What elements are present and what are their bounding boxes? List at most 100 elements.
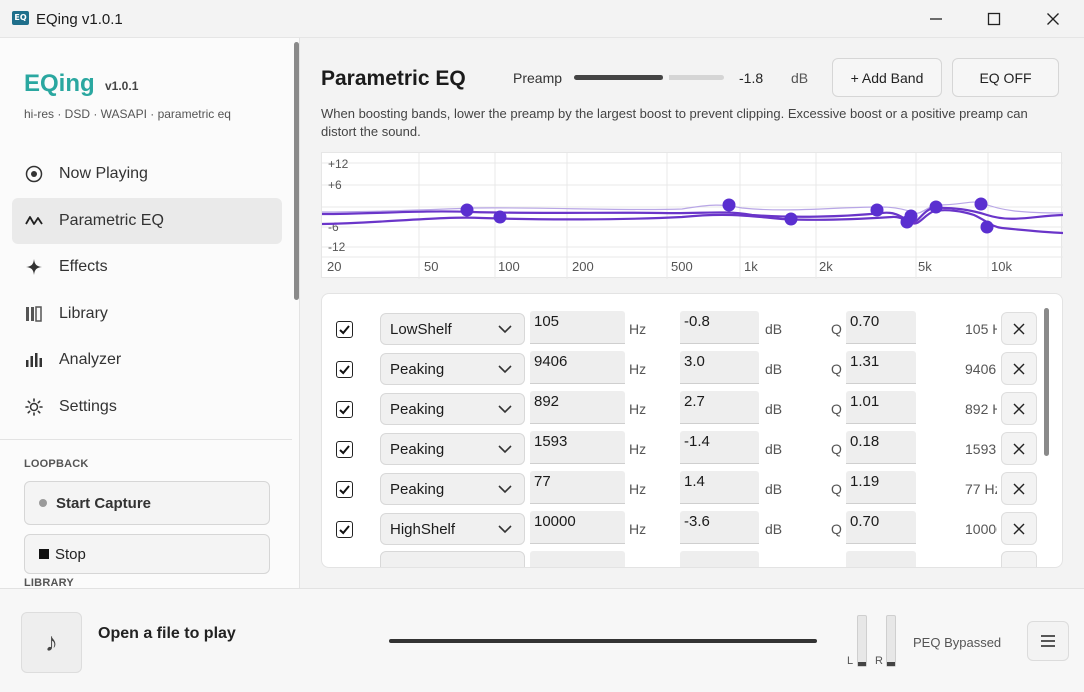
maximize-button[interactable] xyxy=(965,0,1023,38)
page-title: Parametric EQ xyxy=(321,67,466,90)
sidebar-item-library[interactable]: Library xyxy=(12,291,282,337)
graph-x-label: 20 xyxy=(327,259,341,274)
sidebar-scrollbar[interactable] xyxy=(294,42,299,300)
band-q-input[interactable]: 0.70 xyxy=(846,511,916,544)
band-type-select[interactable]: HighShelf xyxy=(380,513,525,545)
band-gain-input[interactable]: -0.8 xyxy=(680,311,759,344)
band-gain-input[interactable]: 3.0 xyxy=(680,351,759,384)
band-list-scrollbar[interactable] xyxy=(1044,308,1049,456)
capture-dot-icon xyxy=(39,499,47,507)
band-type-select[interactable]: Peaking xyxy=(380,473,525,505)
preamp-slider[interactable] xyxy=(574,74,724,81)
eq-toggle-button[interactable]: EQ OFF xyxy=(952,58,1059,97)
sidebar-item-label: Now Playing xyxy=(59,165,148,182)
band-freq-input[interactable] xyxy=(530,551,625,567)
band-enabled-checkbox[interactable] xyxy=(336,401,353,418)
band-enabled-checkbox[interactable] xyxy=(336,481,353,498)
add-band-button[interactable]: + Add Band xyxy=(832,58,942,97)
delete-band-button[interactable] xyxy=(1001,472,1037,505)
close-icon xyxy=(1013,483,1025,494)
band-gain-input[interactable]: -1.4 xyxy=(680,431,759,464)
close-window-button[interactable] xyxy=(1024,0,1082,38)
sidebar-item-effects[interactable]: Effects xyxy=(12,244,282,290)
band-enabled-checkbox[interactable] xyxy=(336,321,353,338)
band-gain-input[interactable]: -3.6 xyxy=(680,511,759,544)
eq-band-node[interactable] xyxy=(974,197,988,211)
eq-band-node[interactable] xyxy=(980,220,994,234)
band-row: HighShelf 10000 Hz -3.6 dB Q 0.70 10000 … xyxy=(322,511,1062,551)
sidebar-item-parametric-eq[interactable]: Parametric EQ xyxy=(12,197,282,244)
band-freq-input[interactable]: 77 xyxy=(530,471,625,504)
band-q-input[interactable]: 1.01 xyxy=(846,391,916,424)
graph-x-label: 2k xyxy=(819,259,833,274)
sidebar-item-analyzer[interactable]: Analyzer xyxy=(12,337,282,383)
sidebar-item-settings[interactable]: Settings xyxy=(12,384,282,430)
meter-label-left: L xyxy=(847,655,854,667)
eq-band-node[interactable] xyxy=(493,210,507,224)
band-freq-input[interactable]: 1593 xyxy=(530,431,625,464)
eq-band-node[interactable] xyxy=(460,203,474,217)
sidebar-item-label: Effects xyxy=(59,258,108,275)
band-type-select[interactable] xyxy=(380,551,525,567)
graph-y-label: -12 xyxy=(328,240,346,254)
band-gain-input[interactable] xyxy=(680,551,759,567)
band-freq-input[interactable]: 892 xyxy=(530,391,625,424)
stop-button[interactable]: Stop xyxy=(24,534,270,574)
eq-band-node[interactable] xyxy=(904,209,918,223)
eq-band-node[interactable] xyxy=(870,203,884,217)
band-gain-input[interactable]: 2.7 xyxy=(680,391,759,424)
band-freq-input[interactable]: 105 xyxy=(530,311,625,344)
band-summary: 77 Hz xyxy=(965,481,997,497)
band-q-input[interactable]: 1.19 xyxy=(846,471,916,504)
title-bar: EQ EQing v1.0.1 xyxy=(0,0,1084,38)
delete-band-button[interactable] xyxy=(1001,312,1037,345)
seek-bar[interactable] xyxy=(389,639,817,643)
eq-band-node[interactable] xyxy=(929,200,943,214)
hz-unit: Hz xyxy=(629,481,647,497)
eq-graph[interactable]: +12 +6 -6 -12 20 50 100 xyxy=(321,152,1063,279)
band-row: LowShelf 105 Hz -0.8 dB Q 0.70 105 Hz xyxy=(322,311,1062,351)
delete-band-button[interactable] xyxy=(1001,512,1037,545)
menu-button[interactable] xyxy=(1027,621,1069,661)
band-type-select[interactable]: Peaking xyxy=(380,393,525,425)
preamp-slider-thumb[interactable] xyxy=(663,74,669,81)
delete-band-button[interactable] xyxy=(1001,352,1037,385)
band-type-select[interactable]: LowShelf xyxy=(380,313,525,345)
delete-band-button[interactable] xyxy=(1001,551,1037,567)
brand-subtitle: hi-res · DSD · WASAPI · parametric eq xyxy=(24,107,231,121)
minimize-button[interactable] xyxy=(907,0,965,38)
band-type-select[interactable]: Peaking xyxy=(380,353,525,385)
delete-band-button[interactable] xyxy=(1001,392,1037,425)
q-label: Q xyxy=(831,441,842,457)
player-bar: ♪ Open a file to play L R PEQ Bypassed xyxy=(0,588,1084,692)
band-enabled-checkbox[interactable] xyxy=(336,361,353,378)
chevron-down-icon xyxy=(498,485,512,494)
eq-band-node[interactable] xyxy=(784,212,798,226)
band-gain-input[interactable]: 1.4 xyxy=(680,471,759,504)
band-q-input[interactable]: 0.70 xyxy=(846,311,916,344)
sidebar: EQing v1.0.1 hi-res · DSD · WASAPI · par… xyxy=(0,38,300,588)
band-q-input[interactable] xyxy=(846,551,916,567)
chevron-down-icon xyxy=(498,525,512,534)
eq-band-node[interactable] xyxy=(722,198,736,212)
band-enabled-checkbox[interactable] xyxy=(336,441,353,458)
band-q-input[interactable]: 1.31 xyxy=(846,351,916,384)
band-type-select[interactable]: Peaking xyxy=(380,433,525,465)
wave-icon xyxy=(24,211,44,231)
library-section-label: LIBRARY xyxy=(24,577,74,588)
brand-version: v1.0.1 xyxy=(105,79,139,93)
band-q-input[interactable]: 0.18 xyxy=(846,431,916,464)
sidebar-item-now-playing[interactable]: Now Playing xyxy=(12,151,282,197)
band-freq-input[interactable]: 10000 xyxy=(530,511,625,544)
band-freq-input[interactable]: 9406 xyxy=(530,351,625,384)
start-capture-button[interactable]: Start Capture xyxy=(24,481,270,525)
hz-unit: Hz xyxy=(629,401,647,417)
bars-icon xyxy=(24,350,44,370)
delete-band-button[interactable] xyxy=(1001,432,1037,465)
band-enabled-checkbox[interactable] xyxy=(336,521,353,538)
minimize-icon xyxy=(930,18,942,20)
q-label: Q xyxy=(831,481,842,497)
graph-x-label: 200 xyxy=(572,259,594,274)
graph-x-label: 1k xyxy=(744,259,758,274)
hz-unit: Hz xyxy=(629,441,647,457)
